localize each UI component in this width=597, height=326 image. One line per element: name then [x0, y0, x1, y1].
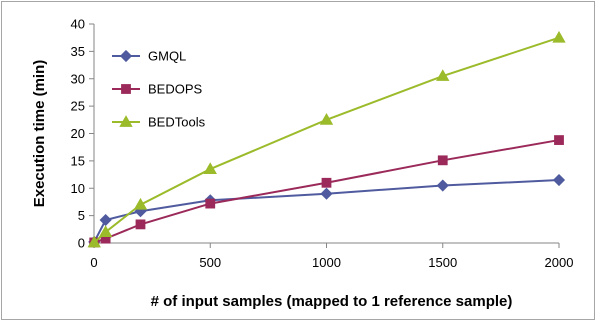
- data-point-bedops: [554, 135, 564, 145]
- y-tick-label: 15: [71, 153, 85, 168]
- x-tick-label: 1500: [428, 255, 457, 270]
- data-point-gmql: [320, 187, 333, 200]
- legend-label-bedops: BEDOPS: [148, 82, 203, 97]
- y-tick-label: 5: [78, 208, 85, 223]
- axis-ticks: 0 5 10 15 20 25 30 35 40 0 500 1000 1500 2000: [71, 17, 574, 271]
- y-axis-title: Execution time (min): [31, 60, 48, 208]
- legend-marker-bedops: [121, 84, 131, 94]
- x-tick-label: 1000: [312, 255, 341, 270]
- series-line-bedtools: [93, 36, 560, 244]
- chart-frame: 0 5 10 15 20 25 30 35 40 0 500 1000 1500 2000 GMQL BED…: [1, 1, 595, 320]
- y-tick-label: 25: [71, 99, 85, 114]
- y-tick-label: 20: [71, 126, 85, 141]
- y-tick-label: 0: [78, 236, 85, 251]
- data-point-bedtools: [203, 162, 217, 174]
- data-point-bedops: [321, 177, 332, 188]
- y-tick-label: 40: [71, 17, 85, 32]
- legend: GMQL BEDOPS BEDTools: [112, 49, 206, 130]
- data-point-bedops: [135, 219, 146, 230]
- legend-marker-gmql: [119, 49, 133, 63]
- data-point-gmql: [99, 213, 112, 227]
- x-axis-title: # of input samples (mapped to 1 referenc…: [151, 293, 513, 310]
- legend-item-bedtools: BEDTools: [112, 115, 206, 130]
- data-point-bedtools: [552, 30, 566, 43]
- series-group: [87, 30, 566, 248]
- x-tick-label: 0: [90, 255, 97, 270]
- data-point-bedtools: [436, 69, 450, 81]
- legend-item-bedops: BEDOPS: [112, 82, 203, 97]
- line-chart: 0 5 10 15 20 25 30 35 40 0 500 1000 1500 2000 GMQL BED…: [31, 17, 574, 311]
- data-point-gmql: [436, 179, 449, 192]
- series-bedtools: [87, 30, 566, 248]
- legend-marker-bedtools: [119, 115, 133, 127]
- legend-item-gmql: GMQL: [112, 49, 186, 64]
- y-tick-label: 30: [71, 71, 85, 86]
- data-point-bedtools: [133, 197, 148, 210]
- data-point-bedtools: [319, 113, 334, 125]
- x-tick-label: 2000: [545, 255, 574, 270]
- x-tick-label: 500: [199, 255, 221, 270]
- y-tick-label: 10: [71, 181, 85, 196]
- data-point-gmql: [552, 173, 566, 187]
- data-point-bedtools: [98, 225, 113, 237]
- data-point-bedops: [205, 198, 216, 209]
- y-tick-label: 35: [71, 44, 85, 59]
- data-point-bedops: [437, 155, 448, 166]
- legend-label-gmql: GMQL: [148, 49, 186, 64]
- data-point-bedtools: [87, 235, 101, 248]
- legend-label-bedtools: BEDTools: [148, 115, 206, 130]
